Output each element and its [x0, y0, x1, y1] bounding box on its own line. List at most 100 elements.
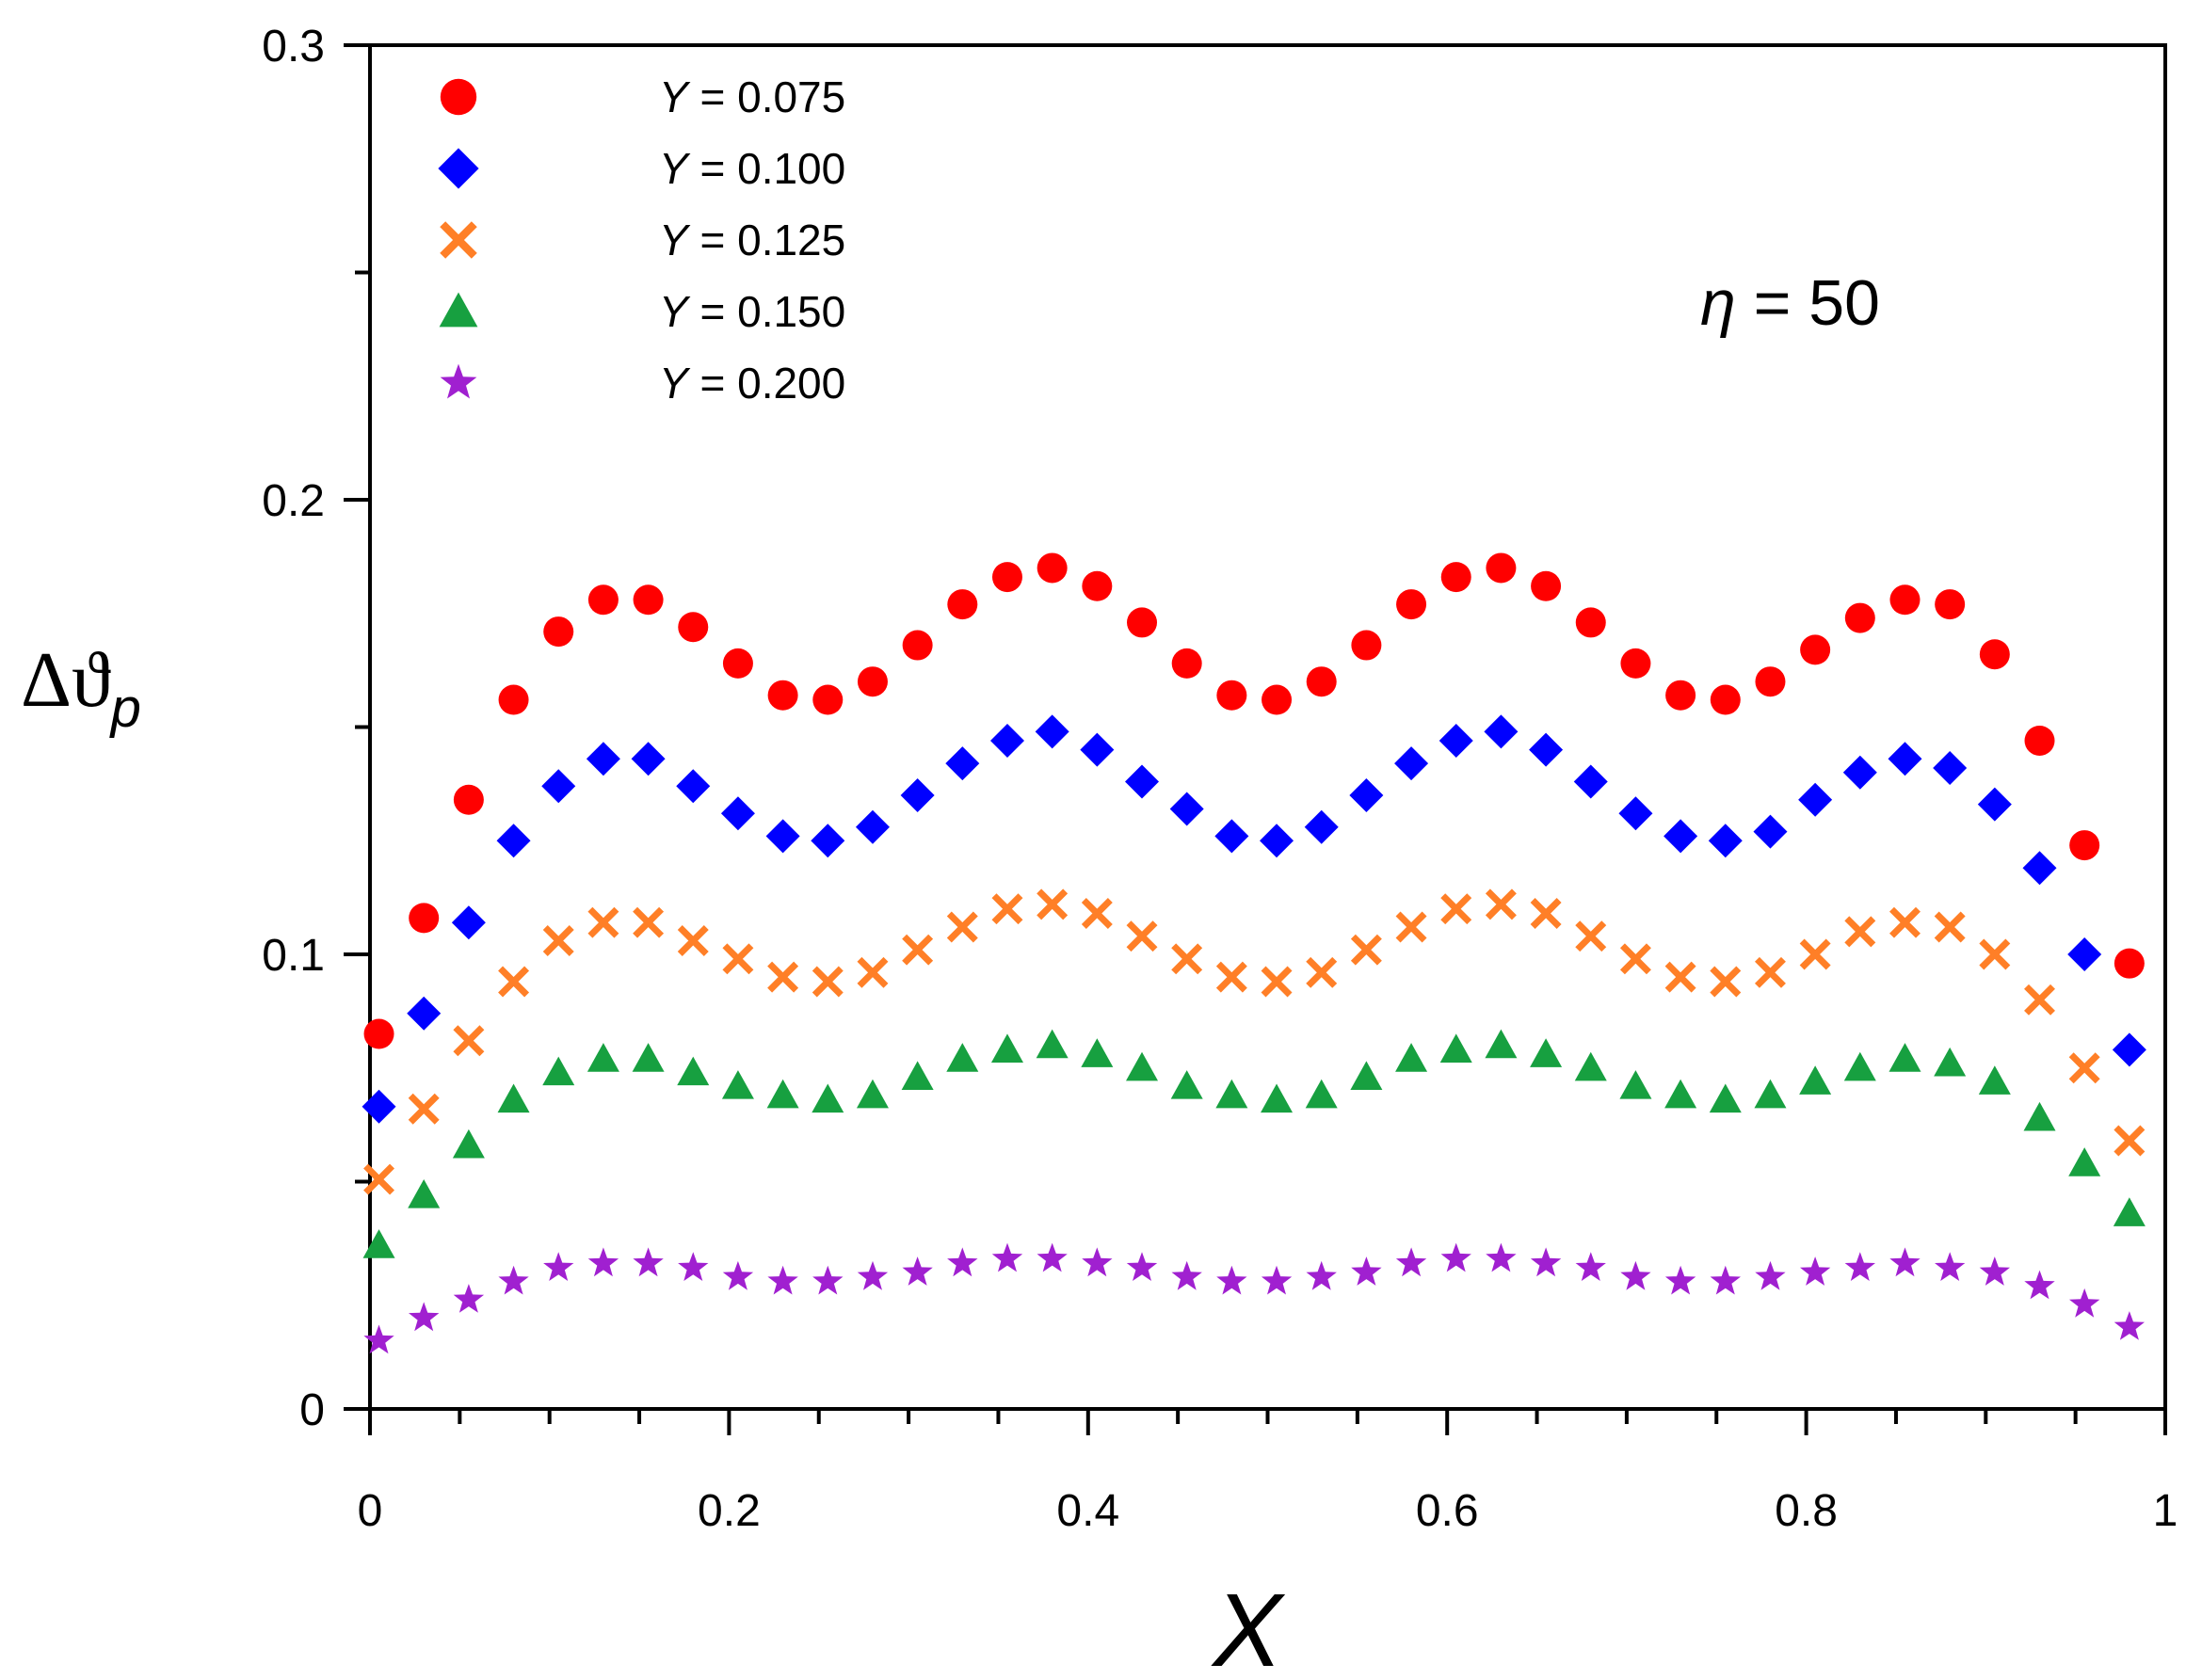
data-point: [1261, 966, 1293, 998]
data-point: [766, 1079, 799, 1109]
data-point: [1485, 1029, 1518, 1059]
data-point: [1080, 732, 1115, 767]
data-point: [1037, 552, 1068, 584]
data-point: [1261, 1083, 1294, 1113]
x-tick-label: 0.2: [698, 1486, 761, 1536]
data-point: [902, 1256, 933, 1286]
data-point: [1619, 943, 1651, 975]
data-point: [857, 956, 889, 988]
data-point: [496, 824, 531, 858]
data-point: [633, 906, 665, 938]
axes: 0 0.1 0.2 0.3 0 0.2 0.4 0.6 0.8 1: [262, 22, 2178, 1536]
y-axis-label: Δϑp: [21, 636, 141, 739]
data-point: [1620, 1260, 1651, 1290]
data-point: [407, 996, 442, 1031]
data-point: [1619, 1070, 1652, 1099]
data-point: [1035, 714, 1069, 749]
data-point: [946, 1043, 979, 1072]
data-point: [1306, 666, 1337, 697]
data-point: [1664, 961, 1696, 993]
data-point: [1351, 630, 1382, 661]
data-point: [2023, 1101, 2056, 1131]
data-point: [1531, 570, 1562, 601]
data-point: [2069, 1288, 2100, 1318]
data-point: [721, 1070, 754, 1099]
data-point: [2114, 1311, 2145, 1340]
data-point: [812, 1265, 844, 1295]
data-point: [1575, 1252, 1606, 1281]
data-point: [408, 1178, 441, 1208]
data-point: [812, 966, 844, 998]
data-point: [1394, 746, 1429, 781]
data-point: [1889, 906, 1921, 938]
data-point: [678, 612, 709, 643]
data-point: [586, 742, 620, 776]
data-point: [1979, 639, 2010, 670]
data-point: [947, 1247, 978, 1277]
data-point: [1753, 814, 1788, 849]
legend-label-3: Y = 0.150: [659, 287, 845, 336]
data-point: [2024, 725, 2055, 756]
data-point: [1395, 911, 1427, 943]
data-point: [902, 630, 933, 661]
data-point: [1844, 916, 1876, 948]
data-point: [1036, 1029, 1069, 1059]
data-point: [1935, 589, 1966, 620]
legend: Y = 0.075 Y = 0.100 Y = 0.125 Y = 0.150 …: [438, 72, 845, 408]
data-point: [498, 1265, 529, 1295]
data-point: [2068, 1052, 2100, 1084]
data-point: [1349, 777, 1384, 812]
data-point: [857, 666, 888, 697]
data-point: [1260, 824, 1294, 858]
legend-label-4: Y = 0.200: [659, 359, 845, 408]
data-point: [1530, 898, 1562, 930]
data-point: [452, 1128, 485, 1159]
data-point: [1486, 1242, 1517, 1272]
data-point: [1889, 1043, 1921, 1072]
data-point: [453, 784, 484, 815]
legend-label-0: Y = 0.075: [659, 72, 845, 121]
data-point: [362, 1089, 396, 1124]
data-point: [453, 1025, 485, 1057]
data-point: [2024, 984, 2055, 1016]
eta-annotation: η = 50: [1700, 267, 1880, 339]
data-point: [678, 1252, 709, 1281]
data-point: [1305, 1079, 1338, 1109]
data-point: [1844, 1252, 1875, 1281]
data-point: [900, 777, 935, 812]
x-tick-label: 0.6: [1416, 1486, 1479, 1536]
data-point: [542, 925, 574, 956]
x-axis-label: X: [1210, 1573, 1285, 1680]
data-point: [1037, 1242, 1068, 1272]
data-point: [677, 1056, 710, 1086]
data-point: [722, 1260, 754, 1290]
data-point: [1799, 1065, 1832, 1095]
data-point: [1171, 1260, 1202, 1290]
data-point: [1304, 809, 1339, 844]
data-point: [1351, 1256, 1382, 1286]
data-point: [1573, 764, 1608, 799]
legend-symbol-4: [440, 363, 477, 399]
data-point: [1978, 1065, 2011, 1095]
data-point: [1484, 714, 1519, 749]
data-point: [1440, 1242, 1471, 1272]
data-point: [1396, 589, 1427, 620]
data-point: [2113, 1197, 2146, 1226]
data-point: [1934, 911, 1966, 943]
data-point: [2069, 830, 2100, 861]
data-point: [1530, 1038, 1563, 1067]
data-point: [1977, 787, 2012, 822]
data-point: [1216, 680, 1247, 711]
data-point: [633, 584, 664, 616]
data-point: [1979, 1256, 2010, 1286]
data-point: [362, 1229, 395, 1258]
data-point: [1979, 938, 2011, 970]
data-point: [363, 1163, 395, 1195]
data-point: [2068, 1147, 2101, 1176]
data-point: [363, 1018, 394, 1049]
data-point: [1395, 1043, 1428, 1072]
data-point: [1126, 1051, 1159, 1081]
data-point: [946, 911, 978, 943]
data-point: [676, 769, 711, 804]
data-point: [991, 562, 1022, 593]
